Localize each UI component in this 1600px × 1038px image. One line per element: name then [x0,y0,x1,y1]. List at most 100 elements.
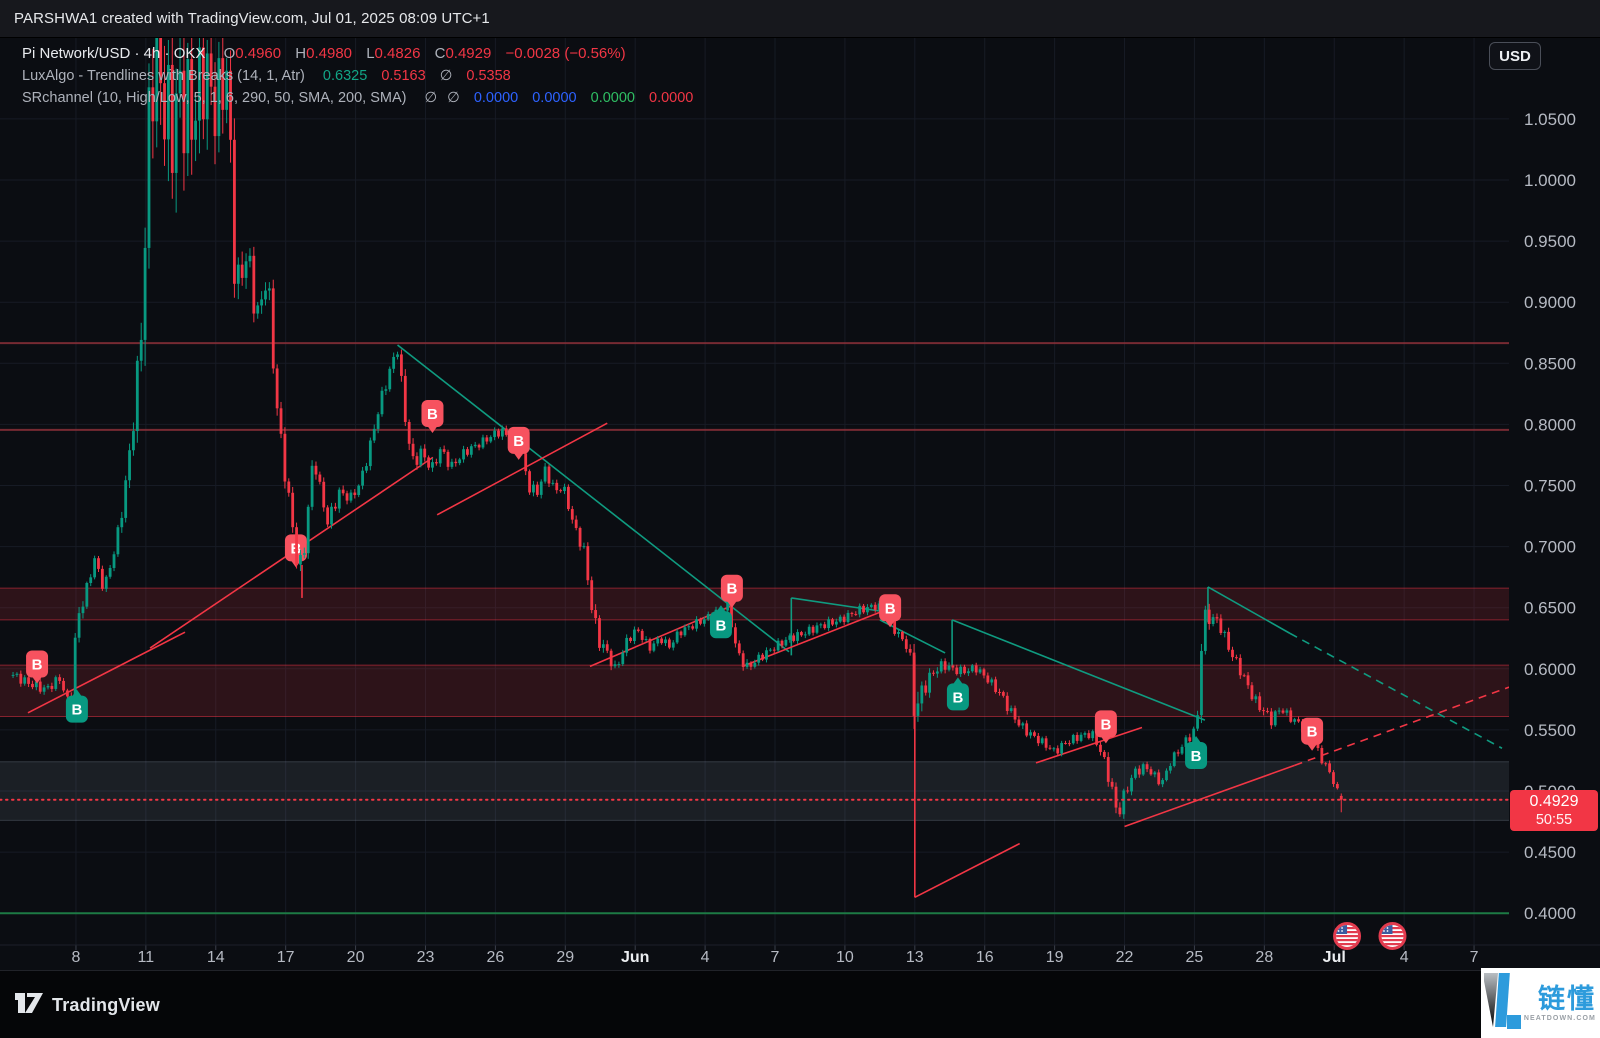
red-trendline[interactable] [1035,726,1143,764]
price-axis-label[interactable]: 0.7500 [1524,477,1576,496]
srchannel-empty-2: ∅ [447,90,460,106]
svg-text:B: B [513,433,524,450]
sr-zone [0,665,1509,717]
sr-zone-layer [0,342,1509,915]
price-axis-label[interactable]: 0.7000 [1524,538,1576,557]
high-label: H [295,45,307,62]
sr-zone [0,588,1509,620]
svg-text:B: B [716,617,727,634]
srchannel-value-4: 0.0000 [649,90,694,106]
economic-event-flag-icon[interactable] [1378,922,1407,950]
price-axis-label[interactable]: 0.9000 [1524,293,1576,312]
price-axis-label[interactable]: 0.6000 [1524,660,1576,679]
high-value: 0.4980 [306,45,353,62]
svg-text:B: B [1191,748,1202,765]
red-trendline[interactable] [27,631,186,714]
trendline-layer[interactable] [27,344,1509,899]
time-axis-label[interactable]: 4 [1400,949,1409,966]
legend-luxalgo-row[interactable]: LuxAlgo - Trendlines with Breaks (14, 1,… [22,65,693,87]
currency-toggle-button[interactable]: USD [1489,42,1541,70]
time-axis-label[interactable]: 25 [1186,949,1204,966]
chart-legend: Pi Network/USD · 4h · OKX O0.4960 H0.498… [22,43,693,109]
time-axis-label[interactable]: 10 [836,949,854,966]
close-value: 0.4929 [445,45,492,62]
red-trendline[interactable] [589,605,731,668]
price-axis-label[interactable]: 1.0500 [1524,110,1576,129]
break-signal-marker[interactable]: B [507,426,530,460]
srchannel-value-3: 0.0000 [590,90,635,106]
time-axis-label[interactable]: 7 [771,949,780,966]
time-axis-label[interactable]: 16 [976,949,994,966]
red-trendline[interactable] [914,842,1021,899]
close-label: C [434,45,446,62]
luxalgo-title[interactable]: LuxAlgo - Trendlines with Breaks (14, 1,… [22,68,305,84]
candlestick-layer[interactable] [11,0,1343,819]
teal-dashed-trendline[interactable] [1289,632,1503,749]
time-axis-label[interactable]: 13 [906,949,924,966]
price-axis-label[interactable]: 0.8000 [1524,415,1576,434]
time-axis-label[interactable]: Jun [621,949,649,966]
footer-bar: TradingView [0,970,1600,1038]
break-signal-marker[interactable]: B [1094,710,1117,744]
time-axis-label[interactable]: 20 [347,949,365,966]
buy-signal-marker[interactable]: B [709,605,732,639]
time-axis-label[interactable]: 19 [1046,949,1064,966]
luxalgo-avg-symbol: ∅ [439,68,453,84]
price-axis-label[interactable]: 0.9500 [1524,232,1576,251]
legend-symbol-row[interactable]: Pi Network/USD · 4h · OKX O0.4960 H0.498… [22,43,693,65]
time-axis-label[interactable]: 11 [138,949,155,966]
open-label: O [223,45,236,62]
buy-signal-marker[interactable]: B [946,677,969,711]
economic-event-flag-icon[interactable] [1333,922,1362,950]
svg-text:B: B [952,689,963,706]
low-label: L [366,45,375,62]
teal-trendline[interactable] [951,619,1206,721]
red-dashed-trendline[interactable] [1294,686,1509,767]
break-signal-marker[interactable]: B [879,594,902,628]
tradingview-logo-icon [14,990,44,1021]
price-axis-label[interactable]: 0.4000 [1524,904,1576,923]
tradingview-brand-link[interactable]: TradingView [14,990,160,1021]
time-axis-label[interactable]: Jul [1323,949,1346,966]
time-axis-label[interactable]: 17 [277,949,295,966]
current-price-badge[interactable]: 0.4929 50:55 [1510,789,1598,831]
legend-srchannel-row[interactable]: SRchannel (10, High/Low, 5, 1, 6, 290, 5… [22,87,693,109]
symbol-title[interactable]: Pi Network/USD · 4h · OKX [22,45,206,62]
svg-text:B: B [427,406,438,423]
red-trendline[interactable] [436,422,608,516]
luxalgo-upper: 0.6325 [322,68,368,84]
price-axis-label[interactable]: 0.5500 [1524,721,1576,740]
price-axis-label[interactable]: 0.8500 [1524,354,1576,373]
svg-text:B: B [1100,716,1111,733]
teal-trendline[interactable] [1207,586,1291,635]
time-axis-label[interactable]: 8 [72,949,81,966]
break-signal-marker[interactable]: B [26,650,49,684]
break-signal-marker[interactable]: B [1301,717,1324,751]
time-axis-label[interactable]: 29 [556,949,574,966]
srchannel-title[interactable]: SRchannel (10, High/Low, 5, 1, 6, 290, 5… [22,90,407,106]
time-axis-label[interactable]: 28 [1255,949,1273,966]
time-axis-label[interactable]: 14 [207,949,225,966]
marker-layer[interactable]: B B B B B B B B B B B [26,399,1324,770]
page-title: PARSHWA1 created with TradingView.com, J… [14,10,490,27]
candle-countdown: 50:55 [1535,811,1573,828]
price-axis-label[interactable]: 1.0000 [1524,171,1576,190]
price-axis-label[interactable]: 0.6500 [1524,599,1576,618]
break-signal-marker[interactable]: B [720,574,743,608]
axis-layer[interactable]: 1.0500 1.0000 0.9500 0.9000 0.8500 0.8000 0.75… [0,110,1600,966]
time-axis-label[interactable]: 4 [701,949,710,966]
grid-layer [0,37,1509,945]
break-signal-marker[interactable]: B [421,399,444,433]
luxalgo-avg: 0.5358 [466,68,511,84]
time-axis-label[interactable]: 23 [417,949,435,966]
price-axis-label[interactable]: 0.4500 [1524,843,1576,862]
watermark-cn-text: 链懂 [1538,983,1596,1014]
time-axis-label[interactable]: 7 [1470,949,1479,966]
time-axis-label[interactable]: 26 [486,949,504,966]
svg-text:B: B [1307,724,1318,741]
red-trendline[interactable] [1124,764,1295,828]
buy-signal-marker[interactable]: B [65,689,88,723]
buy-signal-marker[interactable]: B [1185,736,1208,770]
time-axis-label[interactable]: 22 [1116,949,1134,966]
